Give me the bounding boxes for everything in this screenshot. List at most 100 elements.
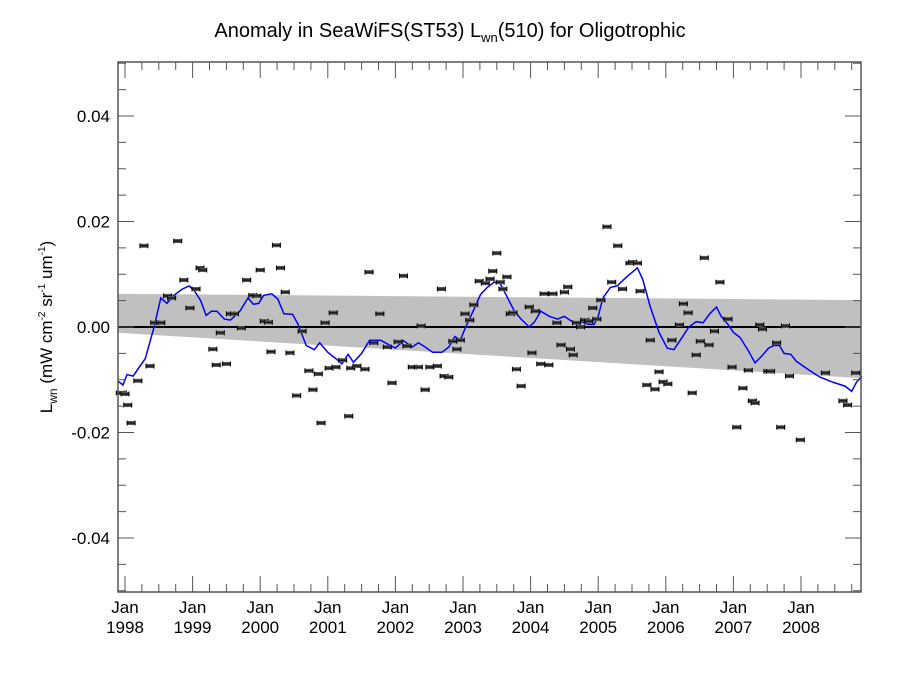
data-point <box>780 323 790 329</box>
data-point <box>632 260 642 266</box>
data-point <box>275 265 285 271</box>
data-point <box>328 310 338 316</box>
data-point <box>236 325 246 331</box>
y-tick-label: 0.04 <box>77 107 110 126</box>
data-point <box>360 366 370 372</box>
data-point <box>588 305 598 311</box>
data-point <box>452 346 462 352</box>
data-point <box>352 363 362 369</box>
data-point <box>674 322 684 328</box>
data-point <box>838 398 848 404</box>
data-point <box>173 238 183 244</box>
data-point <box>715 279 725 285</box>
x-tick-label: Jan 2007 <box>714 598 752 637</box>
data-point <box>772 340 782 346</box>
data-point <box>320 320 330 326</box>
data-point <box>198 267 208 273</box>
data-point <box>420 387 430 393</box>
data-point <box>469 302 479 308</box>
data-point <box>191 286 201 292</box>
data-point <box>221 361 231 367</box>
data-point <box>485 276 495 282</box>
data-point <box>271 242 281 248</box>
data-point <box>613 243 623 249</box>
data-point <box>607 279 617 285</box>
x-tick-label: Jan 2002 <box>376 598 414 637</box>
data-point <box>133 378 143 384</box>
data-point <box>563 284 573 290</box>
x-tick-label: Jan 2008 <box>782 598 820 637</box>
data-point <box>820 370 830 376</box>
data-point <box>592 316 602 322</box>
data-point <box>145 363 155 369</box>
data-point <box>524 304 534 310</box>
data-point <box>211 362 221 368</box>
data-point <box>695 338 705 344</box>
data-point <box>699 255 709 261</box>
data-point <box>455 337 465 343</box>
data-point <box>488 268 498 274</box>
data-point <box>757 326 767 332</box>
data-point <box>645 337 655 343</box>
data-point <box>393 339 403 345</box>
data-point <box>527 350 537 356</box>
data-point <box>432 363 442 369</box>
x-tick-label: Jan 2006 <box>647 598 685 637</box>
data-point <box>156 320 166 326</box>
data-point <box>387 380 397 386</box>
data-point <box>252 293 262 299</box>
data-point <box>448 338 458 344</box>
data-point <box>511 366 521 372</box>
data-point <box>492 250 502 256</box>
data-point <box>678 301 688 307</box>
data-point <box>565 346 575 352</box>
data-point <box>843 402 853 408</box>
data-point <box>498 286 508 292</box>
x-tick-label: Jan 2004 <box>512 598 550 637</box>
data-point <box>723 316 733 322</box>
x-tick-label: Jan 2003 <box>444 598 482 637</box>
data-point <box>120 391 130 397</box>
svg-text:Lwn (mW cm-2 sr-1 um-1): Lwn (mW cm-2 sr-1 um-1) <box>37 241 60 413</box>
data-point <box>642 382 652 388</box>
data-point <box>508 310 518 316</box>
x-tick-label: Jan 1999 <box>174 598 212 637</box>
data-point <box>280 289 290 295</box>
x-tick-label: Jan 1998 <box>106 598 144 637</box>
data-point <box>568 352 578 358</box>
data-point <box>552 320 562 326</box>
x-tick-label: Jan 2005 <box>579 598 617 637</box>
data-point <box>691 352 701 358</box>
y-tick-label: 0.00 <box>77 318 110 337</box>
data-point <box>215 330 225 336</box>
data-point <box>502 274 512 280</box>
data-point <box>704 342 714 348</box>
data-point <box>413 364 423 370</box>
data-point <box>667 337 677 343</box>
data-point <box>344 413 354 419</box>
data-point <box>596 297 606 303</box>
data-point <box>576 324 586 330</box>
data-point <box>618 286 628 292</box>
confidence-band <box>118 293 861 379</box>
data-point <box>687 390 697 396</box>
data-point <box>444 374 454 380</box>
data-point <box>750 400 760 406</box>
data-point <box>139 243 149 249</box>
data-point <box>436 286 446 292</box>
data-point <box>402 343 412 349</box>
data-point <box>635 288 645 294</box>
data-point <box>539 291 549 297</box>
data-point <box>465 317 475 323</box>
data-point <box>316 420 326 426</box>
data-point <box>266 349 276 355</box>
data-point <box>167 295 177 301</box>
data-point <box>179 277 189 283</box>
data-point <box>743 367 753 373</box>
data-point <box>683 310 693 316</box>
data-point <box>230 311 240 317</box>
y-tick-label: 0.02 <box>77 213 110 232</box>
data-point <box>732 424 742 430</box>
y-axis-label: Lwn (mW cm-2 sr-1 um-1) <box>37 241 60 413</box>
data-point <box>785 373 795 379</box>
